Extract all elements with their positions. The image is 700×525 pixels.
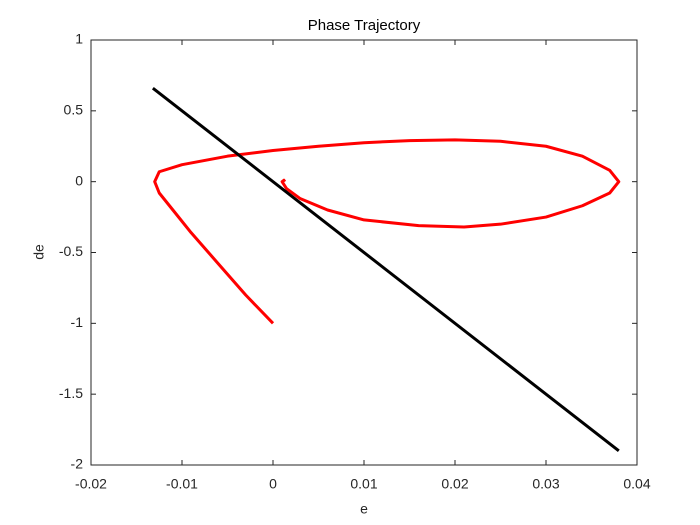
y-tick-label: 1 bbox=[75, 31, 83, 47]
x-axis-label: e bbox=[360, 501, 368, 517]
x-tick-label: 0.02 bbox=[441, 476, 468, 492]
y-tick-label: -0.5 bbox=[59, 243, 83, 259]
y-tick-label: -1 bbox=[71, 314, 84, 330]
trajectory-line bbox=[151, 86, 620, 453]
x-tick-label: -0.01 bbox=[166, 476, 198, 492]
x-tick-label: 0.04 bbox=[623, 476, 650, 492]
y-tick-label: -2 bbox=[71, 456, 84, 472]
trajectory-line bbox=[153, 138, 621, 325]
y-tick-label: 0 bbox=[75, 172, 83, 188]
x-tick-label: -0.02 bbox=[75, 476, 107, 492]
x-tick-label: 0.03 bbox=[532, 476, 559, 492]
chart-title: Phase Trajectory bbox=[308, 17, 421, 34]
y-tick-label: -1.5 bbox=[59, 385, 83, 401]
x-tick-label: 0.01 bbox=[350, 476, 377, 492]
y-axis-label: de bbox=[31, 244, 47, 260]
x-tick-label: 0 bbox=[269, 476, 277, 492]
y-tick-label: 0.5 bbox=[64, 102, 84, 118]
